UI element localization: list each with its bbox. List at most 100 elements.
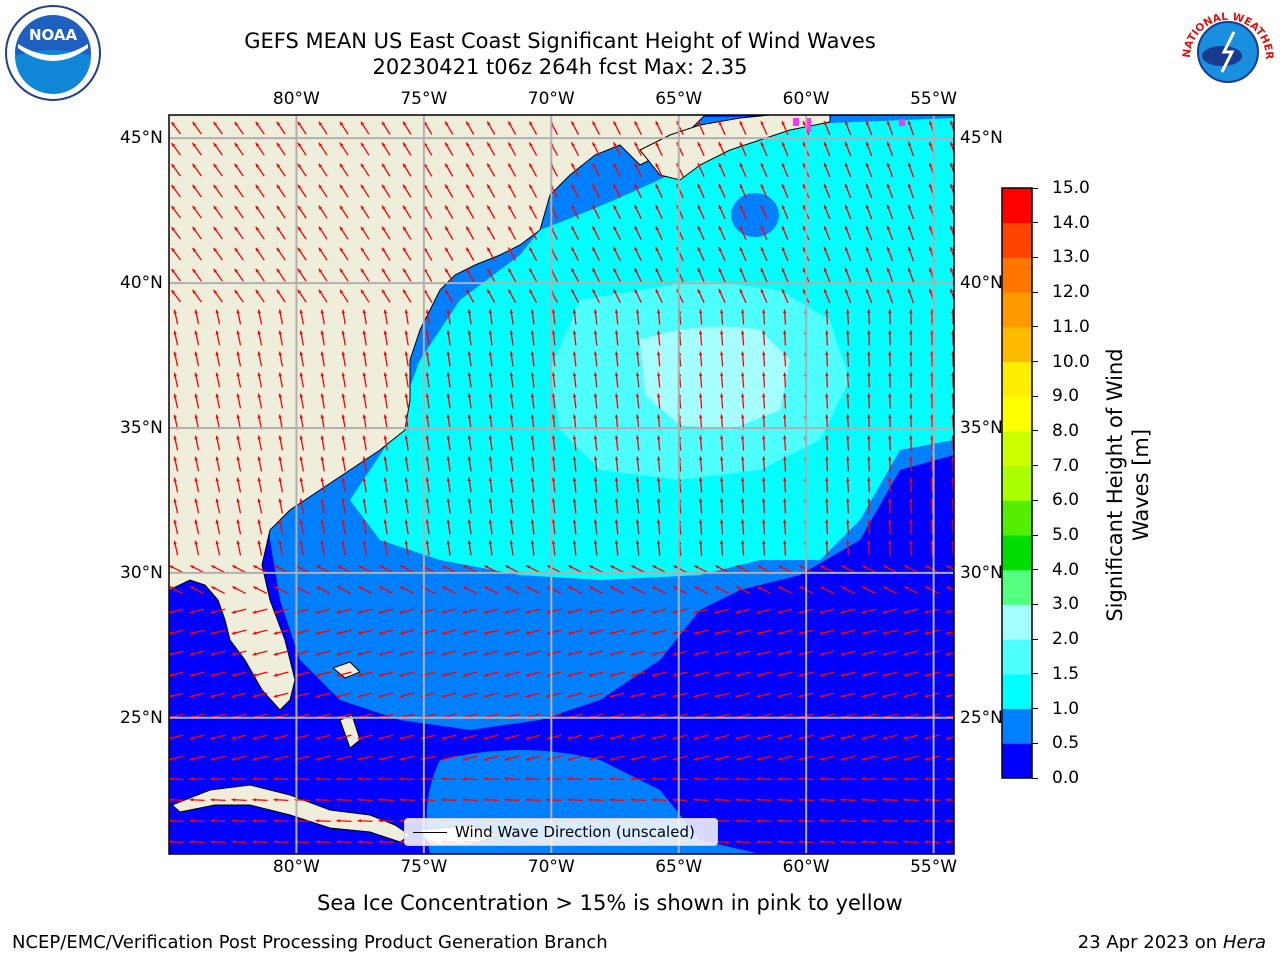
colorbar-tick-mark [1032,395,1038,397]
colorbar-tick-mark [1032,534,1038,536]
lon-label-top: 55°W [910,89,958,109]
colorbar-tick-label: 5.0 [1052,525,1080,546]
lon-label-bottom: 60°W [782,857,830,877]
colorbar-tick-mark [1032,638,1038,640]
colorbar-tick-label: 7.0 [1052,455,1080,476]
colorbar-swatch [1002,465,1032,501]
colorbar-swatch [1002,535,1032,571]
colorbar-tick-mark [1032,326,1038,328]
colorbar-tick-label: 11.0 [1052,316,1090,337]
colorbar-tick-mark [1032,361,1038,363]
colorbar-tick-mark [1032,673,1038,675]
chart-subtitle: 20230421 t06z 264h fcst Max: 2.35 [372,55,748,79]
colorbar [1001,187,1033,779]
lat-label-right: 35°N [960,417,1003,438]
lat-label-right: 25°N [960,707,1003,728]
gridlines [169,115,954,854]
lon-label-top: 75°W [400,89,448,109]
land-bahamas-2 [339,714,361,749]
colorbar-swatch [1002,292,1032,328]
colorbar-frame [1001,187,1033,779]
colorbar-swatch [1002,604,1032,640]
sea-ice-mark [806,118,811,132]
colorbar-tick-mark [1032,256,1038,258]
lon-label-bottom: 75°W [400,857,448,877]
wave-band-patch [731,193,779,237]
colorbar-tick-label: 15.0 [1052,178,1090,198]
lon-label-bottom: 80°W [272,857,320,877]
wind-arrows [169,120,954,844]
colorbar-tick-label: 10.0 [1052,351,1090,372]
colorbar-swatch [1002,222,1032,258]
colorbar-tick-label: 9.0 [1052,386,1080,407]
sea-ice-note: Sea Ice Concentration > 15% is shown in … [317,891,903,915]
run-date-text: 23 Apr 2023 on [1077,932,1223,953]
colorbar-tick-label: 1.5 [1052,663,1080,684]
colorbar-tick-mark [1032,499,1038,501]
map-frame [168,114,955,855]
colorbar-tick-label: 4.0 [1052,559,1080,580]
colorbar-swatch [1002,708,1032,744]
colorbar-label-line1: Significant Height of Wind [1103,348,1127,622]
lon-label-top: 65°W [655,89,703,109]
colorbar-tick-mark [1032,430,1038,432]
colorbar-swatch [1002,396,1032,432]
colorbar-swatch [1002,361,1032,397]
colorbar-tick-mark [1032,187,1038,189]
lat-label-left: 40°N [120,273,163,294]
colorbar-tick-label: 14.0 [1052,212,1090,233]
noaa-logo-text: NOAA [29,26,78,44]
colorbar-swatch [1002,188,1032,224]
colorbar-tick-label: 0.0 [1052,768,1080,788]
lon-label-top: 80°W [272,89,320,109]
branch-credit: NCEP/EMC/Verification Post Processing Pr… [12,932,608,953]
noaa-logo-icon: NOAA [5,5,101,101]
colorbar-swatch [1002,430,1032,467]
run-machine: Hera [1222,932,1266,953]
lat-label-left: 35°N [120,417,163,438]
noaa-logo: NOAA [4,4,102,102]
lat-label-right: 45°N [960,128,1003,149]
lon-label-bottom: 70°W [527,857,575,877]
colorbar-swatch [1002,639,1032,675]
lon-label-bottom: 65°W [655,857,703,877]
colorbar-tick-label: 6.0 [1052,490,1080,511]
nws-logo: NATIONAL WEATHER SERVICE [1174,0,1278,102]
lon-label-bottom: 55°W [910,857,958,877]
wave-band-2.0-3.0 [640,326,790,430]
colorbar-tick-mark [1032,603,1038,605]
legend-label: Wind Wave Direction (unscaled) [455,823,695,841]
colorbar-swatch [1002,326,1032,363]
lat-label-left: 45°N [120,128,163,149]
land-us [169,115,706,711]
lat-label-right: 30°N [960,562,1003,583]
colorbar-label-line2: Waves [m] [1129,428,1153,542]
lat-label-left: 25°N [120,707,163,728]
colorbar-tick-label: 1.0 [1052,698,1080,719]
colorbar-tick-label: 12.0 [1052,282,1090,303]
lon-label-top: 60°W [782,89,830,109]
colorbar-tick-label: 0.5 [1052,733,1080,754]
lat-label-right: 40°N [960,273,1003,294]
colorbar-tick-mark [1032,777,1038,779]
colorbar-tick-label: 2.0 [1052,629,1080,650]
lat-label-left: 30°N [120,562,163,583]
nws-logo-icon: NATIONAL WEATHER SERVICE [1174,0,1276,100]
colorbar-tick-mark [1032,465,1038,467]
colorbar-tick-mark [1032,569,1038,571]
colorbar-swatch [1002,673,1032,710]
colorbar-swatch [1002,569,1032,605]
colorbar-tick-mark [1032,708,1038,710]
sea-ice-mark [793,118,799,126]
colorbar-tick-label: 3.0 [1052,594,1080,615]
colorbar-tick-label: 8.0 [1052,420,1080,441]
legend-line [413,832,447,833]
colorbar-tick-mark [1032,291,1038,293]
map-legend: Wind Wave Direction (unscaled) [404,818,718,846]
run-date: 23 Apr 2023 on Hera [1078,932,1266,953]
colorbar-swatch [1002,257,1032,293]
colorbar-tick-label: 13.0 [1052,247,1090,268]
colorbar-swatch [1002,500,1032,536]
colorbar-tick-mark [1032,222,1038,224]
